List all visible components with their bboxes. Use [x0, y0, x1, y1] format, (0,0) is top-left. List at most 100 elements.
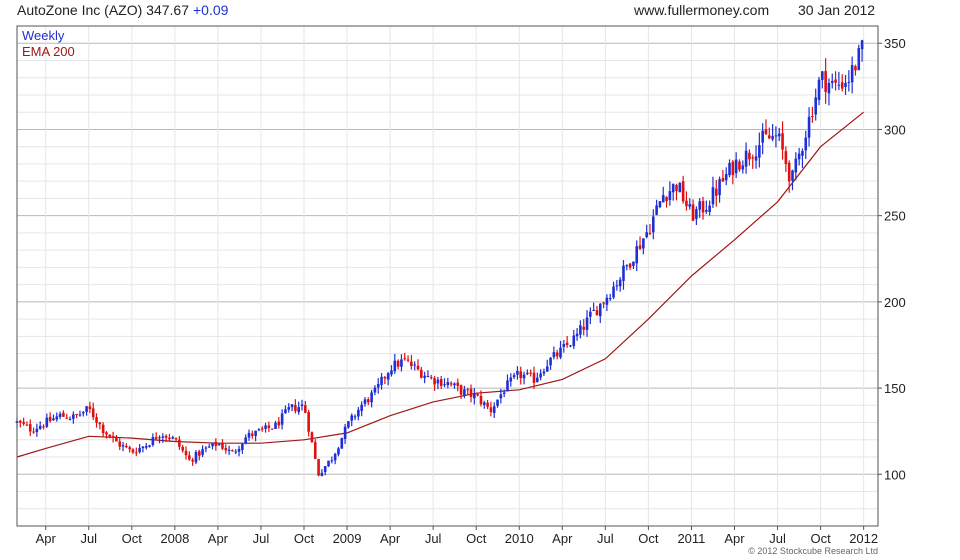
candle-body-up — [741, 165, 745, 170]
grid — [17, 25, 878, 527]
candle-body-up — [771, 136, 774, 140]
candle-body-up — [572, 335, 576, 347]
candle-body-down — [738, 161, 741, 170]
candle-body-up — [612, 286, 615, 298]
candle-body-down — [396, 360, 400, 367]
y-tick-label: 100 — [884, 467, 906, 482]
candle-body-up — [777, 133, 781, 137]
candle-body-up — [857, 48, 861, 71]
candle-body-up — [562, 344, 566, 347]
candle-body-down — [555, 352, 559, 357]
candle-body-down — [164, 435, 168, 438]
candle-body-up — [688, 204, 692, 207]
candle-body-up — [608, 298, 612, 300]
candle-body-up — [482, 402, 486, 405]
candle-body-up — [817, 79, 821, 100]
candle-body-up — [499, 394, 503, 399]
candle-body-down — [214, 441, 218, 446]
candle-body-down — [366, 399, 370, 403]
candle-body-up — [791, 170, 794, 181]
candle-body-up — [509, 377, 513, 382]
candle-body-up — [343, 426, 347, 439]
candle-body-up — [436, 379, 440, 384]
candle-body-up — [194, 451, 198, 463]
candle-body-up — [668, 191, 672, 201]
candle-body-up — [323, 466, 327, 473]
candle-body-down — [459, 385, 463, 395]
candle-body-down — [260, 428, 264, 430]
candle-body-up — [605, 297, 609, 305]
candle-body-up — [350, 415, 354, 421]
candle-body-up — [330, 460, 334, 462]
candle-body-up — [68, 418, 72, 420]
x-tick-label: 2011 — [677, 531, 705, 546]
candle-body-down — [307, 412, 310, 432]
candle-body-down — [184, 450, 188, 456]
candle-body-up — [575, 333, 579, 337]
x-tick-label: Jul — [425, 531, 442, 546]
candle-body-down — [101, 424, 105, 434]
candle-body-up — [492, 406, 496, 414]
candle-body-up — [340, 438, 344, 449]
candle-body-down — [476, 394, 479, 396]
x-axis-ticks: Apr Jul Oct 2008 Apr Jul Oct 2009 Apr Jul Oct 2010 A… — [36, 526, 878, 546]
candle-body-up — [446, 382, 450, 386]
candle-body-down — [251, 433, 254, 436]
candle-body-up — [347, 421, 350, 428]
x-tick-label: Oct — [810, 531, 831, 546]
candle-body-up — [678, 182, 682, 193]
candle-body-up — [373, 387, 377, 393]
candle-body-down — [277, 421, 281, 426]
candle-body-up — [72, 414, 75, 419]
x-tick-label: 2008 — [160, 531, 189, 546]
candle-body-down — [519, 371, 523, 379]
candle-body-down — [748, 152, 751, 160]
candle-body-down — [403, 358, 407, 360]
candle-body-up — [625, 265, 629, 267]
x-tick-label: Oct — [466, 531, 487, 546]
candle-body-down — [131, 449, 135, 453]
candle-body-down — [108, 434, 112, 437]
candle-body-up — [569, 345, 572, 347]
candle-body-down — [665, 197, 668, 202]
candle-body-down — [65, 417, 69, 419]
x-tick-label: Apr — [380, 531, 401, 546]
candle-body-down — [91, 408, 95, 418]
candle-body-up — [376, 383, 380, 388]
candle-body-up — [151, 437, 155, 445]
candle-body-up — [211, 442, 214, 447]
candle-body-up — [512, 375, 516, 378]
source-site: www.fullermoney.com — [634, 2, 770, 18]
chart-date: 30 Jan 2012 — [798, 2, 876, 18]
candle-body-up — [642, 238, 645, 249]
candle-body-down — [582, 326, 586, 330]
candle-body-up — [247, 432, 251, 438]
candle-body-up — [300, 404, 304, 406]
candle-body-up — [645, 232, 648, 238]
candle-body-down — [781, 133, 784, 150]
candle-body-up — [844, 82, 847, 87]
candle-body-up — [234, 451, 238, 453]
candle-body-down — [681, 181, 685, 202]
candle-body-up — [370, 392, 373, 403]
candle-body-up — [814, 97, 817, 115]
candle-body-down — [32, 431, 35, 433]
candle-body-down — [486, 402, 489, 407]
candle-body-down — [19, 420, 22, 423]
candle-body-up — [204, 447, 208, 449]
candle-body-up — [393, 360, 397, 372]
candle-body-down — [105, 432, 108, 435]
candle-body-down — [317, 459, 320, 476]
candle-body-up — [632, 261, 635, 266]
candle-body-up — [552, 352, 556, 358]
candle-body-down — [197, 451, 201, 456]
candle-body-down — [174, 438, 178, 440]
stock-name: AutoZone Inc (AZO) — [17, 2, 143, 18]
candle-body-up — [718, 179, 721, 196]
y-tick-label: 200 — [884, 295, 906, 310]
candle-body-down — [439, 378, 443, 386]
candle-body-down — [224, 448, 228, 451]
candle-body-down — [466, 389, 470, 391]
